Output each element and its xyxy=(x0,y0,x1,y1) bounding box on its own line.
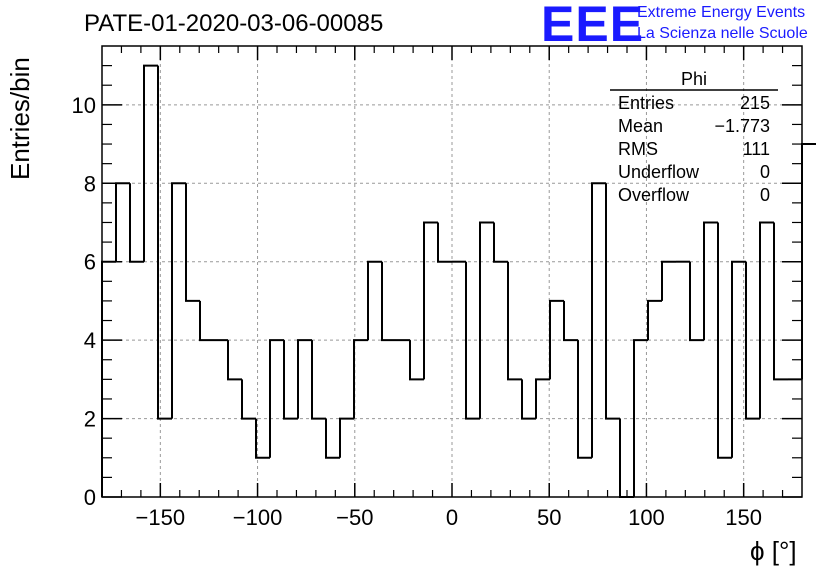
histogram-bin xyxy=(185,183,200,302)
histogram-bin xyxy=(479,221,494,419)
axis-tick-labels: −150 −100 −50 0 50 100 150 0 2 4 6 8 10 xyxy=(72,93,763,530)
histogram-bin xyxy=(773,222,788,381)
y-tick-label: 4 xyxy=(84,328,96,353)
stats-label: Entries xyxy=(618,93,674,113)
y-tick-label: 2 xyxy=(84,407,96,432)
y-tick-label: 8 xyxy=(84,171,96,196)
histogram-bin xyxy=(297,339,312,419)
histogram-bin xyxy=(703,221,718,341)
stats-value: −1.773 xyxy=(714,116,770,136)
stats-box: Phi Entries 215 Mean −1.773 RMS 111 Underflow 0 O… xyxy=(610,69,778,205)
y-tick-label: 10 xyxy=(72,93,96,118)
histogram-bin xyxy=(465,261,480,420)
x-axis-label: ϕ [°] xyxy=(750,536,797,566)
stats-value: 215 xyxy=(740,93,770,113)
chart-title: PATE-01-2020-03-06-00085 xyxy=(84,10,384,37)
histogram-bin xyxy=(157,65,172,420)
histogram-bin xyxy=(647,299,662,341)
x-tick-label: −150 xyxy=(136,505,186,530)
stats-value: 0 xyxy=(760,162,770,182)
logo-text-line1: Extreme Energy Events xyxy=(637,4,806,21)
histogram-bin xyxy=(577,340,592,459)
histogram-bin xyxy=(381,261,396,342)
histogram-bin xyxy=(129,183,144,263)
stats-value: 111 xyxy=(743,139,770,159)
histogram-bin xyxy=(115,182,130,262)
histogram-bin xyxy=(199,300,214,342)
histogram-bin xyxy=(325,418,340,459)
x-tick-label: 150 xyxy=(725,505,762,530)
histogram-bin xyxy=(241,379,256,420)
histogram-bin xyxy=(521,379,536,420)
stats-label: Overflow xyxy=(618,185,690,205)
histogram-bin xyxy=(367,260,382,341)
histogram-bin xyxy=(353,339,368,419)
logo-text-line2: La Scienza nelle Scuole xyxy=(637,25,808,42)
histogram-bin xyxy=(759,221,774,419)
histogram-bin xyxy=(493,222,508,263)
x-tick-label: 100 xyxy=(628,505,665,530)
histogram-bin xyxy=(563,300,578,342)
stats-value: 0 xyxy=(760,185,770,205)
stats-name: Phi xyxy=(681,69,707,89)
grid-lines xyxy=(102,46,802,497)
histogram-bin xyxy=(689,261,704,342)
histogram-bin xyxy=(227,340,242,381)
histogram-bin xyxy=(171,182,186,419)
x-tick-label: −100 xyxy=(233,505,283,530)
histogram-bin xyxy=(339,417,354,458)
x-tick-label: 0 xyxy=(446,505,458,530)
eee-logo: EEE xyxy=(541,0,645,52)
histogram-bin xyxy=(619,418,634,498)
histogram-series xyxy=(101,64,816,498)
histogram-bin xyxy=(801,143,816,380)
histogram-bin xyxy=(745,261,760,420)
y-tick-label: 6 xyxy=(84,250,96,275)
histogram-bin xyxy=(507,261,522,381)
histogram-bin xyxy=(143,64,158,262)
histogram-bin xyxy=(269,339,284,458)
histogram-bin xyxy=(437,222,452,263)
histogram-bin xyxy=(717,222,732,459)
histogram-bin xyxy=(731,260,746,458)
stats-label: Underflow xyxy=(618,162,700,182)
histogram-bin xyxy=(423,221,438,380)
x-tick-label: 50 xyxy=(537,505,561,530)
histogram-bin xyxy=(255,418,270,459)
histogram-bin xyxy=(633,339,648,497)
stats-label: Mean xyxy=(618,116,663,136)
histogram-bin xyxy=(409,340,424,381)
y-tick-label: 0 xyxy=(84,485,96,510)
histogram-bin xyxy=(549,299,564,380)
axis-ticks xyxy=(102,46,802,498)
histogram-bin xyxy=(605,183,620,420)
histogram-bin xyxy=(535,378,550,419)
x-tick-label: −50 xyxy=(336,505,373,530)
stats-label: RMS xyxy=(618,139,658,159)
histogram-bin xyxy=(311,340,326,420)
y-axis-label: Entries/bin xyxy=(5,57,35,180)
histogram-bin xyxy=(661,260,676,301)
histogram-bin xyxy=(591,182,606,458)
histogram-bin xyxy=(283,340,298,420)
